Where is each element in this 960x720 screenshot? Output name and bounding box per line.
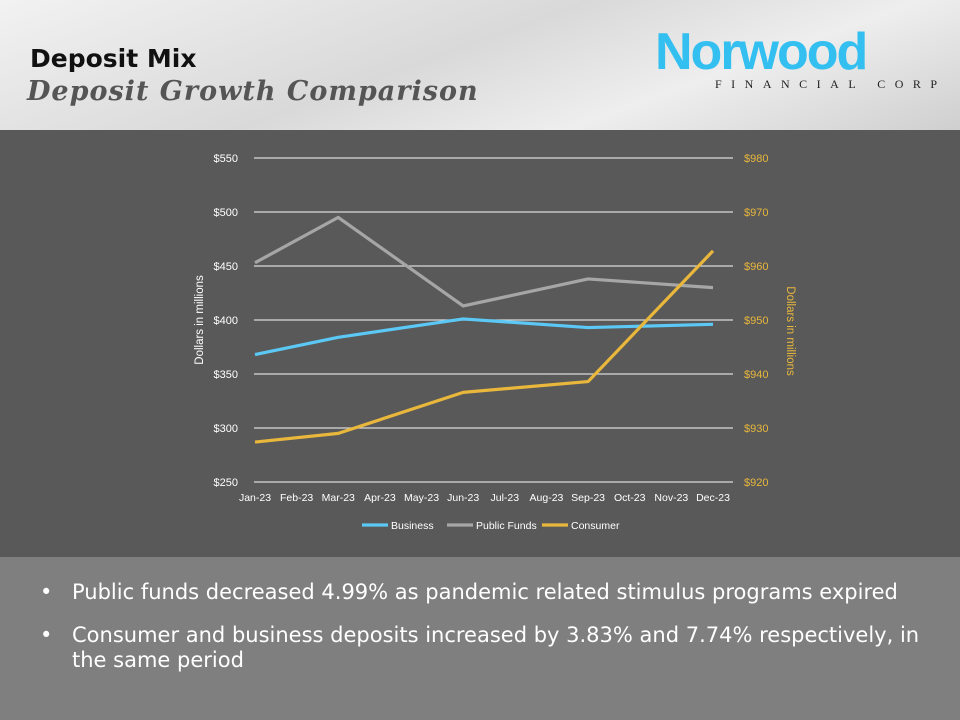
deposit-line-chart: $250 $920 $300 $930 $350 $940 $400 $950 $450 $960… [194,153,796,532]
x-tick-label: Jun-23 [447,492,479,504]
logo-tagline: FINANCIAL CORP [715,77,947,91]
y2-axis-label: Dollars in millions [784,286,796,376]
legend-label: Business [391,520,434,532]
y2-tick-label: $960 [744,261,768,273]
slide-header: Deposit Mix Deposit Growth Comparison No… [0,0,960,130]
slide-subtitle: Deposit Growth Comparison [27,76,479,107]
logo-wordmark: Norwood [655,23,868,81]
y-tick-label: $500 [214,207,238,219]
bullet-list: • Public funds decreased 4.99% as pandemi… [40,580,940,691]
y-tick-label: $400 [214,315,238,327]
series-line-business [254,317,714,357]
x-tick-label: Jan-23 [239,492,271,504]
bullet-dot: • [40,623,53,647]
norwood-logo: Norwood FINANCIAL CORP [655,23,937,92]
x-tick-label: May-23 [404,492,439,504]
x-tick-label: Dec-23 [696,492,730,504]
y-tick-label: $300 [214,423,238,435]
y2-tick-label: $920 [744,477,768,489]
bullet-item: • Consumer and business deposits increase… [40,623,940,673]
series-line-consumer [254,249,715,444]
y-tick-label: $350 [214,369,238,381]
x-tick-label: Jul-23 [491,492,520,504]
legend-label: Consumer [571,520,620,532]
x-tick-label: Feb-23 [280,492,313,504]
series-line-public-funds [254,215,714,308]
y2-tick-label: $940 [744,369,768,381]
y2-tick-label: $930 [744,423,768,435]
x-tick-label: Apr-23 [364,492,396,504]
y2-tick-label: $980 [744,153,768,165]
y-tick-label: $250 [214,477,238,489]
x-tick-label: Sep-23 [571,492,605,504]
bullet-item: • Public funds decreased 4.99% as pandemi… [40,580,940,605]
x-tick-label: Mar-23 [322,492,355,504]
chart-area [0,130,960,557]
y-tick-label: $450 [214,261,238,273]
legend-label: Public Funds [476,520,537,532]
y-axis-label: Dollars in millions [194,275,206,365]
bullet-text: Consumer and business deposits increased… [72,623,920,672]
bullet-text: Public funds decreased 4.99% as pandemic… [72,580,898,604]
x-tick-label: Aug-23 [530,492,564,504]
x-tick-label: Oct-23 [614,492,646,504]
y2-tick-label: $950 [744,315,768,327]
bullet-dot: • [40,580,53,604]
x-tick-label: Nov-23 [654,492,688,504]
y2-tick-label: $970 [744,207,768,219]
y-tick-label: $550 [214,153,238,165]
slide-title: Deposit Mix [30,44,197,73]
